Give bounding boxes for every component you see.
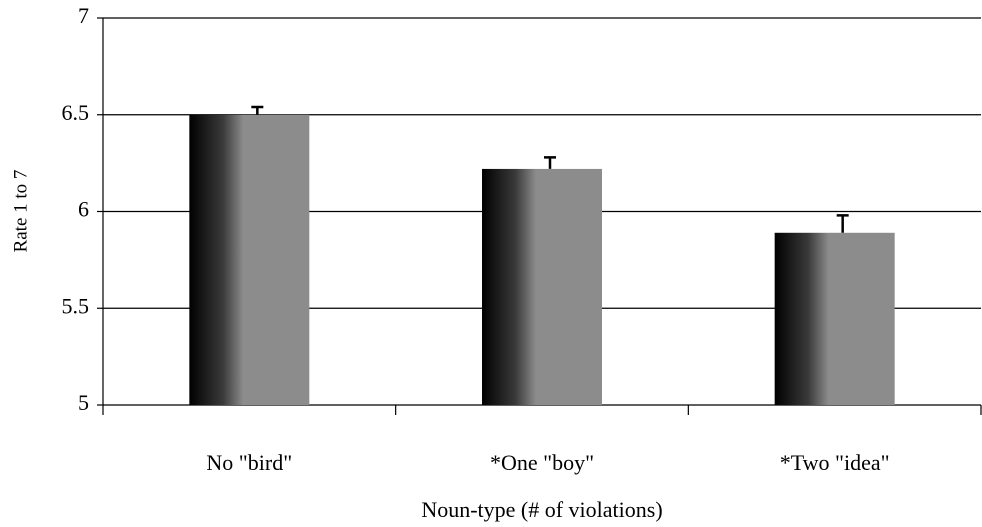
x-tick-label: *Two "idea" <box>780 450 890 475</box>
error-bar <box>544 156 556 169</box>
y-tick-label: 6.5 <box>62 100 90 125</box>
y-tick-label: 7 <box>78 3 89 28</box>
y-axis-label: Rate 1 to 7 <box>10 170 31 253</box>
y-tick-label: 5 <box>78 390 89 415</box>
x-tick-label: No "bird" <box>206 450 292 475</box>
x-tick-label: *One "boy" <box>490 450 594 475</box>
y-tick-label: 5.5 <box>62 293 90 318</box>
bar <box>774 232 895 405</box>
error-bar <box>836 214 849 233</box>
y-tick-label: 6 <box>78 197 89 222</box>
x-axis-label: Noun-type (# of violations) <box>421 497 662 522</box>
bar <box>189 114 310 405</box>
bar <box>482 168 602 405</box>
error-bar <box>251 105 264 115</box>
